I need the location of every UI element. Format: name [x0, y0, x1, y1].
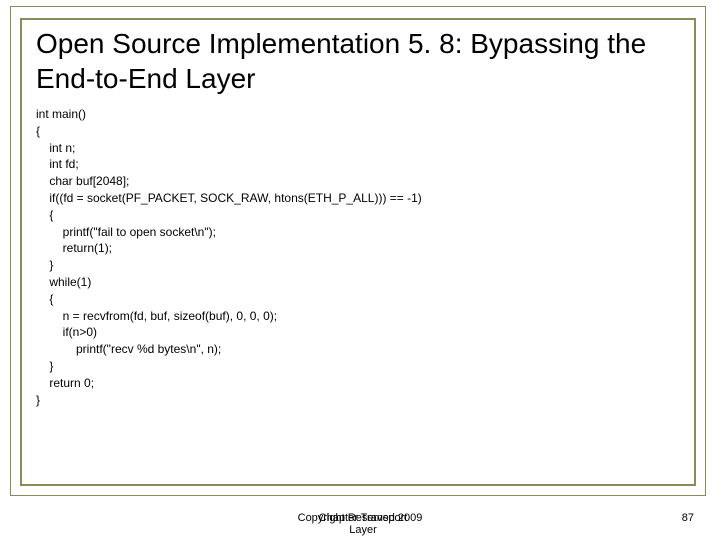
code-line: } [36, 359, 53, 373]
code-line: { [36, 292, 53, 306]
code-line: if(n>0) [36, 325, 97, 339]
code-line: while(1) [36, 275, 91, 289]
code-line: { [36, 124, 40, 138]
code-line: return 0; [36, 376, 94, 390]
code-line: } [36, 258, 53, 272]
code-line: } [36, 393, 40, 407]
code-block: int main() { int n; int fd; char buf[204… [36, 106, 680, 408]
code-line: printf("recv %d bytes\n", n); [36, 342, 221, 356]
footer-center: Copyright Reserved 2009 Chapter Transpor… [0, 512, 720, 524]
footer-line2: Chapter Transport Layer [304, 512, 423, 536]
code-line: { [36, 208, 53, 222]
footer-overlap: Copyright Reserved 2009 Chapter Transpor… [298, 512, 423, 524]
code-line: int main() [36, 107, 86, 121]
code-line: int n; [36, 141, 75, 155]
code-line: char buf[2048]; [36, 174, 129, 188]
code-line: printf("fail to open socket\n"); [36, 225, 216, 239]
inner-frame: Open Source Implementation 5. 8: Bypassi… [20, 18, 696, 486]
code-line: if((fd = socket(PF_PACKET, SOCK_RAW, hto… [36, 191, 422, 205]
slide-title: Open Source Implementation 5. 8: Bypassi… [36, 26, 680, 96]
code-line: return(1); [36, 241, 112, 255]
page-number: 87 [682, 512, 694, 524]
slide: Open Source Implementation 5. 8: Bypassi… [0, 0, 720, 540]
code-line: int fd; [36, 157, 79, 171]
code-line: n = recvfrom(fd, buf, sizeof(buf), 0, 0,… [36, 309, 277, 323]
